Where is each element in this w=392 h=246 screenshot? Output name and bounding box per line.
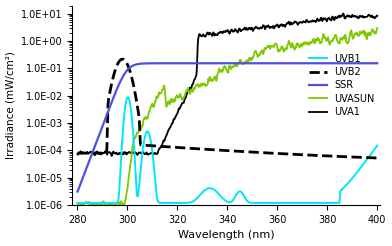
- Line: SSR: SSR: [78, 63, 377, 192]
- SSR: [115, 87, 120, 90]
- UVB2: [205, 148, 210, 151]
- Line: UVASUN: UVASUN: [78, 28, 377, 205]
- UVASUN: [205, 83, 210, 86]
- SSR: [282, 62, 287, 65]
- SSR: [176, 62, 181, 65]
- Line: UVB2: UVB2: [78, 59, 377, 158]
- UVB1: [176, 201, 181, 204]
- UVASUN: [375, 26, 379, 29]
- Y-axis label: Irradiance (mW/cm²): Irradiance (mW/cm²): [5, 51, 16, 159]
- UVB2: [120, 58, 125, 61]
- UVB2: [176, 146, 181, 149]
- UVA1: [126, 151, 131, 154]
- UVB1: [239, 191, 244, 194]
- UVB2: [239, 150, 244, 153]
- Legend: UVB1, UVB2, SSR, UVASUN, UVA1: UVB1, UVB2, SSR, UVASUN, UVA1: [309, 54, 375, 117]
- UVB2: [115, 63, 120, 66]
- UVASUN: [75, 204, 80, 207]
- UVB1: [126, 96, 131, 99]
- UVA1: [109, 154, 114, 157]
- SSR: [239, 62, 243, 65]
- UVB2: [375, 156, 379, 159]
- UVB1: [233, 195, 238, 198]
- SSR: [375, 62, 379, 65]
- SSR: [232, 62, 237, 65]
- UVB1: [375, 144, 379, 147]
- UVB2: [75, 152, 80, 155]
- Line: UVA1: UVA1: [78, 14, 377, 156]
- UVASUN: [239, 60, 243, 63]
- UVA1: [239, 29, 244, 32]
- UVASUN: [125, 183, 130, 185]
- UVB1: [115, 201, 120, 204]
- UVASUN: [232, 63, 237, 66]
- UVB1: [125, 96, 130, 99]
- UVB2: [233, 150, 238, 153]
- UVB2: [126, 65, 131, 68]
- UVA1: [75, 153, 80, 155]
- SSR: [205, 62, 210, 65]
- UVA1: [375, 14, 379, 17]
- UVA1: [176, 107, 181, 110]
- UVASUN: [176, 95, 181, 98]
- Line: UVB1: UVB1: [78, 97, 377, 203]
- UVB1: [205, 187, 210, 190]
- SSR: [75, 190, 80, 193]
- SSR: [125, 68, 130, 71]
- X-axis label: Wavelength (nm): Wavelength (nm): [178, 231, 274, 240]
- UVASUN: [115, 202, 120, 205]
- UVA1: [115, 153, 120, 156]
- UVA1: [341, 12, 346, 15]
- UVA1: [205, 31, 210, 34]
- UVB1: [75, 201, 80, 204]
- UVA1: [233, 28, 238, 31]
